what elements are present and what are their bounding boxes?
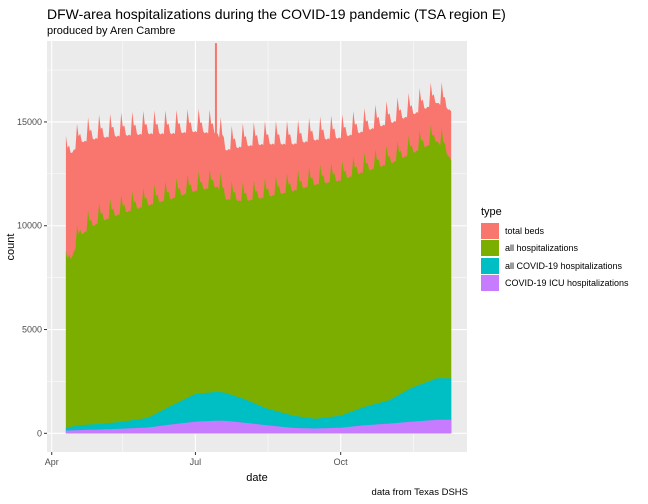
legend-key-covid-hospitalizations [481,257,499,274]
data-areas [65,43,452,434]
x-axis-label: date [246,472,267,484]
caption: data from Texas DSHS [371,487,468,498]
legend-key-covid-icu [481,275,499,292]
y-tick-label: 0 [37,428,42,438]
y-axis-label: count [5,234,17,261]
legend-label: total beds [505,225,545,236]
legend-key-all-hospitalizations [481,240,499,257]
legend-title: type [481,206,502,218]
area-all-hospitalizations [65,125,452,434]
legend-label: COVID-19 ICU hospitalizations [505,278,629,289]
area-all-covid-19-hospitalizations [65,378,452,434]
legend-label: all hospitalizations [505,243,579,254]
y-tick-label: 10000 [17,221,42,231]
legend-item-total-beds: total beds [481,222,629,240]
area-covid-19-icu-hospitalizations [65,419,452,434]
chart-title: DFW-area hospitalizations during the COV… [47,6,506,22]
x-tick-label: Jul [190,457,202,467]
y-tick-label: 15000 [17,117,42,127]
x-tick-label: Apr [45,457,59,467]
legend-item-covid-icu: COVID-19 ICU hospitalizations [481,275,629,293]
legend-item-all-hospitalizations: all hospitalizations [481,240,629,258]
chart-subtitle: produced by Aren Cambre [47,25,176,37]
legend-label: all COVID-19 hospitalizations [505,260,623,271]
y-tick-label: 5000 [22,325,42,335]
legend-key-total-beds [481,222,499,239]
axes: 0 5000 10000 15000 Apr Jul Oct [17,117,348,467]
legend: type total beds all hospitalizations all… [481,206,629,292]
legend-item-covid-hospitalizations: all COVID-19 hospitalizations [481,257,629,275]
x-tick-label: Oct [334,457,349,467]
